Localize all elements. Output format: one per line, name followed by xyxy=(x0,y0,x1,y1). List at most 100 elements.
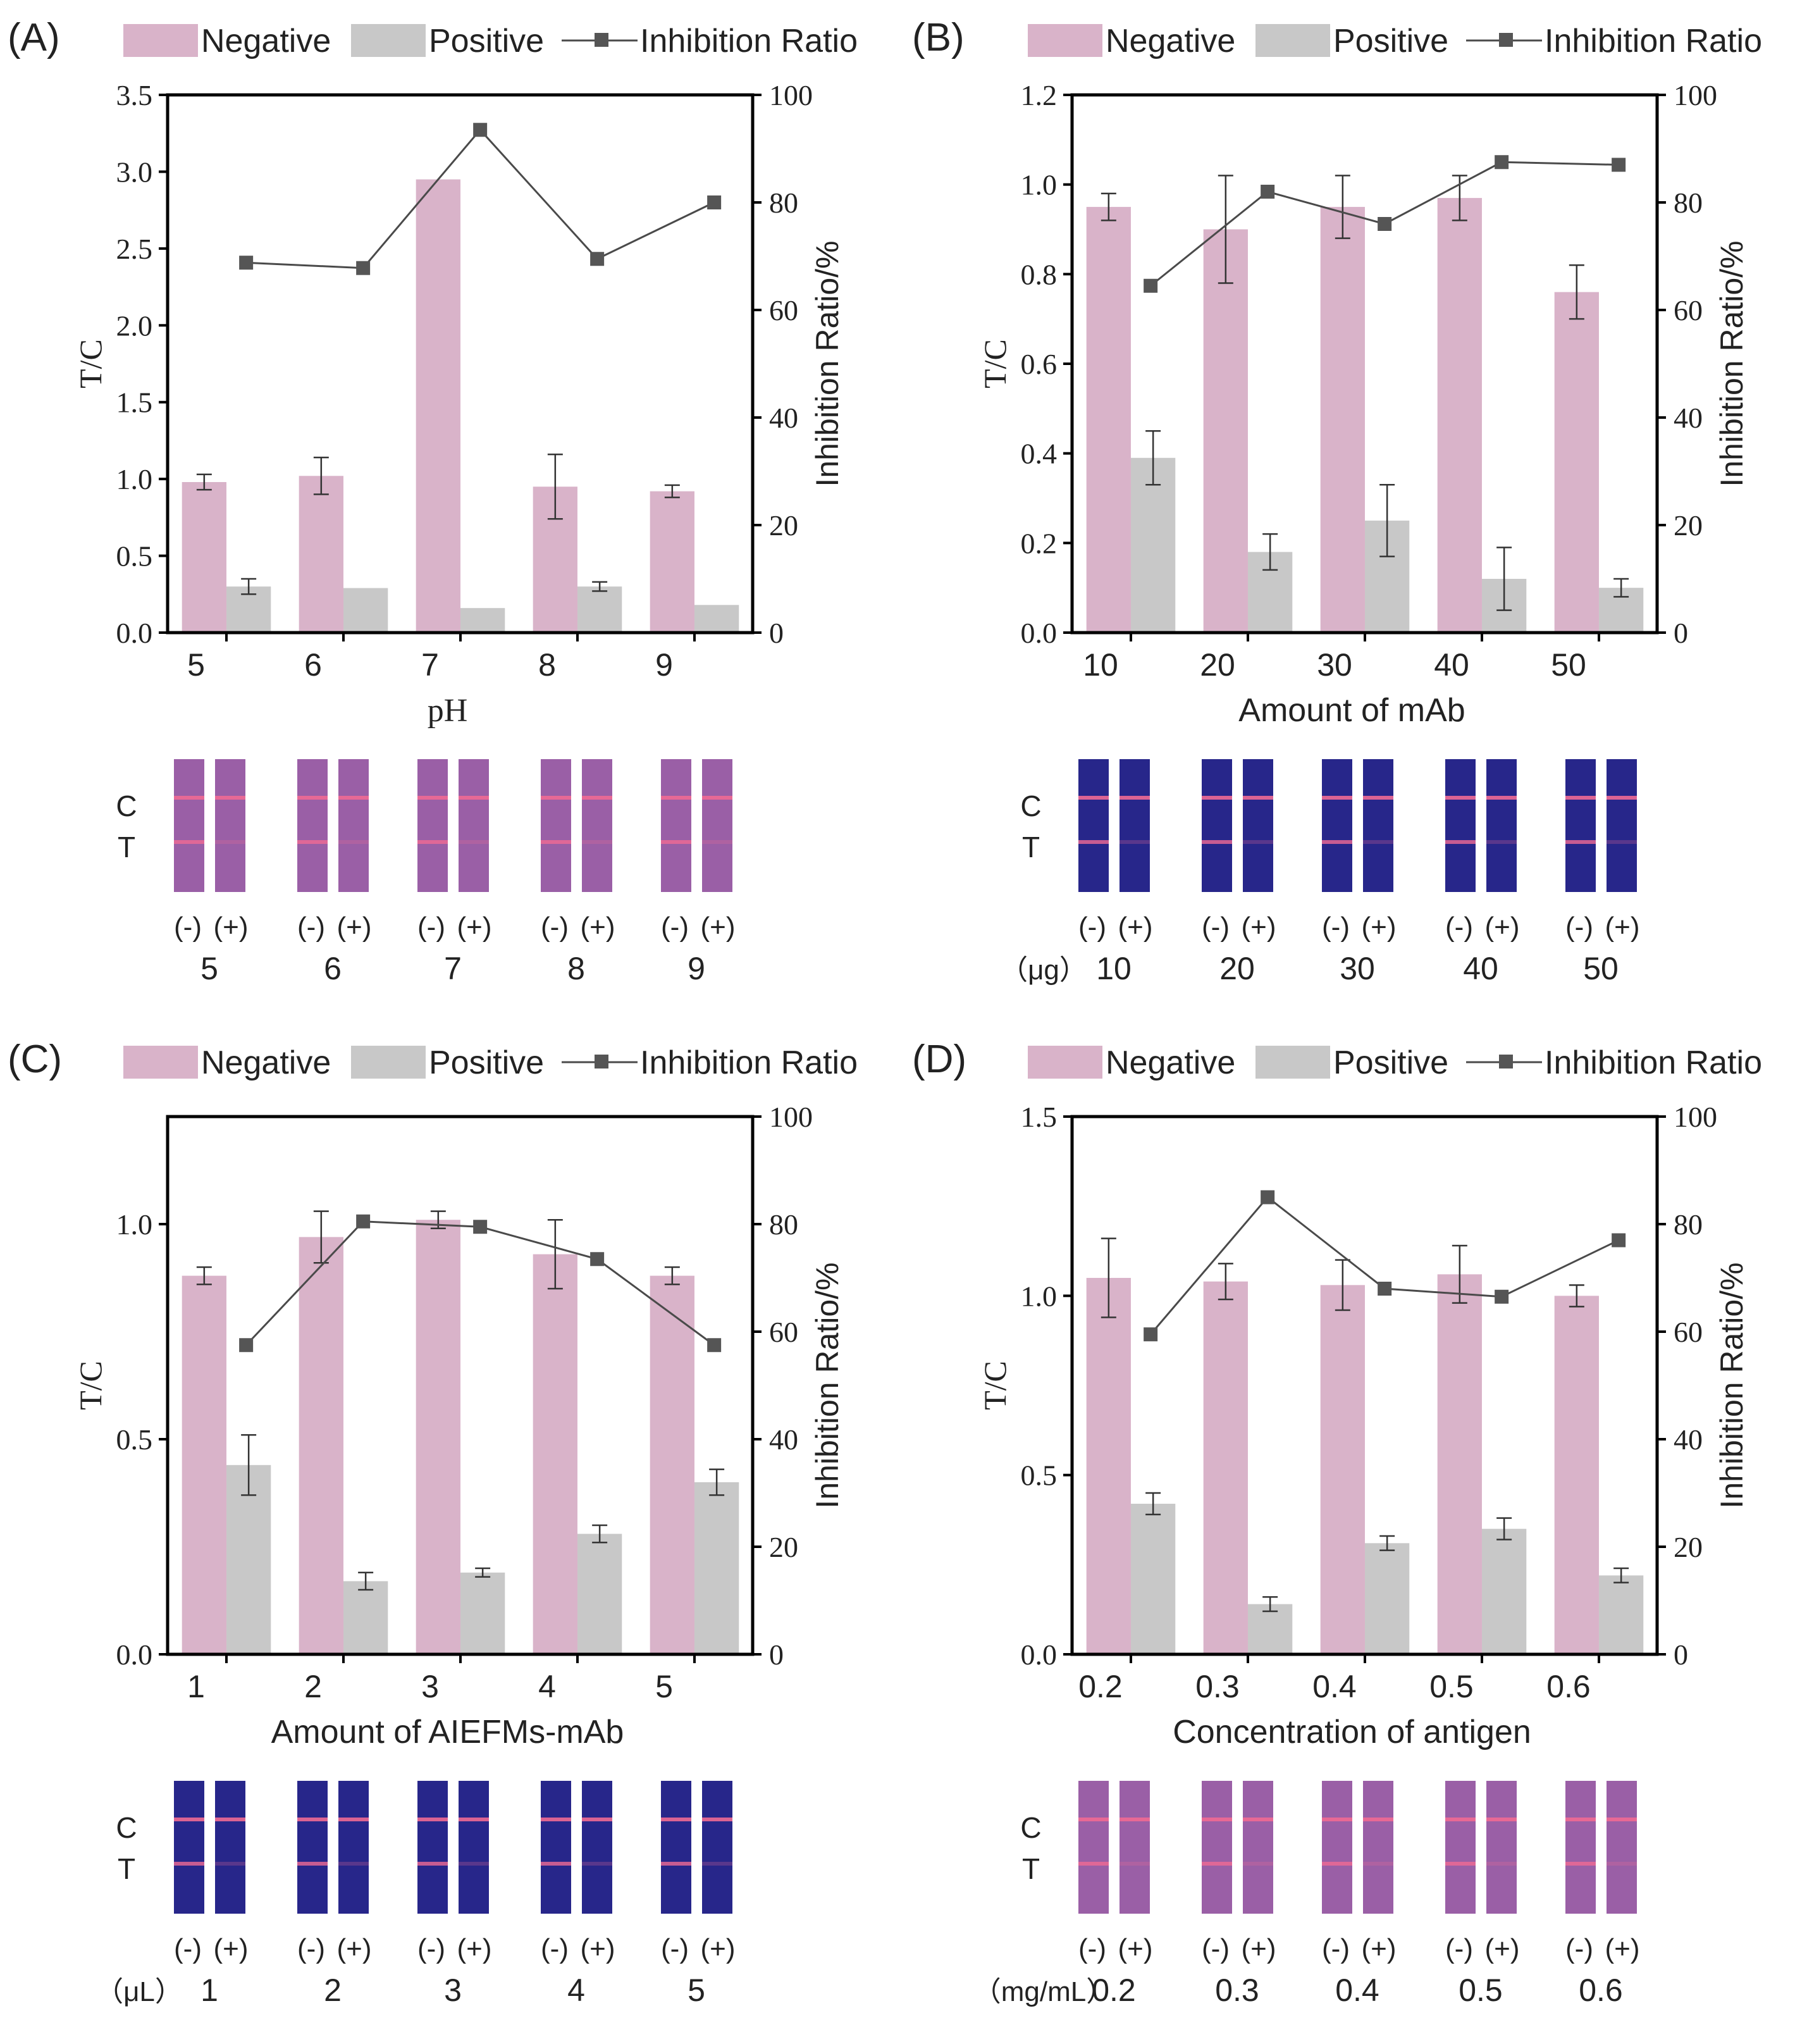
y2-tick-label: 60 xyxy=(769,294,798,326)
y2-tick-label: 0 xyxy=(1674,617,1688,649)
legend-positive-swatch xyxy=(351,1046,426,1079)
bar-negative xyxy=(416,179,460,633)
y2-tick-label: 0 xyxy=(769,1638,784,1671)
strip-control-band xyxy=(582,1818,612,1821)
strip-test-band xyxy=(1607,840,1637,844)
strip-pos-label: (+) xyxy=(457,1933,492,1964)
y2-tick-label: 100 xyxy=(1674,79,1717,111)
strip-control-band xyxy=(417,1818,448,1821)
strip-test-band xyxy=(174,1862,204,1866)
strip-control-band xyxy=(338,1818,369,1821)
y2-tick-label: 100 xyxy=(769,79,813,111)
strip-positive xyxy=(338,759,369,892)
x-tick-label: 8 xyxy=(538,647,556,683)
strip-control-band xyxy=(1445,796,1476,800)
strip-test-band xyxy=(541,1862,571,1866)
strip-control-band xyxy=(1243,796,1273,800)
strip-negative xyxy=(1565,1781,1596,1914)
strip-test-band xyxy=(1486,840,1517,844)
strip-group-label: 3 xyxy=(444,1973,462,2008)
bar-positive xyxy=(1598,1575,1644,1654)
x-tick-label: 9 xyxy=(655,647,673,683)
y-axis-title: T/C xyxy=(977,339,1013,388)
y2-tick-label: 20 xyxy=(1674,1531,1703,1563)
bar-positive xyxy=(343,1581,388,1654)
ratio-marker xyxy=(356,1214,371,1229)
x-tick-label: 4 xyxy=(538,1669,556,1704)
legend-negative-swatch xyxy=(123,1046,198,1079)
strip-t-label: T xyxy=(1022,831,1040,864)
panel-label: (B) xyxy=(912,16,965,59)
strip-control-band xyxy=(582,796,612,800)
strip-negative xyxy=(1445,1781,1476,1914)
strip-negative xyxy=(541,759,571,892)
ratio-marker xyxy=(1378,1282,1392,1296)
y2-axis-title: Inhibition Ratio/% xyxy=(1714,240,1749,486)
bar-negative xyxy=(1320,1285,1365,1654)
strip-negative xyxy=(1322,1781,1352,1914)
strip-test-band xyxy=(338,1862,369,1866)
legend-positive-swatch xyxy=(1255,1046,1330,1079)
x-tick-label: 6 xyxy=(304,647,322,683)
strip-pos-label: (+) xyxy=(1118,912,1153,943)
y2-tick-label: 60 xyxy=(1674,294,1703,326)
strip-negative xyxy=(1202,1781,1232,1914)
y-tick-label: 0.5 xyxy=(1021,1459,1058,1492)
bar-negative xyxy=(299,476,343,633)
x-tick-label: 5 xyxy=(655,1669,673,1704)
strip-positive xyxy=(1120,759,1150,892)
strip-pos-label: (+) xyxy=(214,912,249,943)
strip-control-band xyxy=(1607,796,1637,800)
strip-test-band xyxy=(1078,840,1109,844)
bar-positive xyxy=(577,1533,622,1654)
ratio-marker xyxy=(1495,1289,1509,1304)
strip-test-band xyxy=(1243,840,1273,844)
strip-group-label: 0.2 xyxy=(1092,1973,1136,2008)
panel-label: (D) xyxy=(912,1037,966,1081)
legend-negative-label: Negative xyxy=(1106,23,1235,59)
strip-group-label: 5 xyxy=(688,1973,705,2008)
strip-test-band xyxy=(661,840,691,844)
strip-negative xyxy=(297,759,328,892)
strip-group-label: 2 xyxy=(324,1973,342,2008)
y-tick-label: 2.0 xyxy=(116,309,153,342)
ratio-marker xyxy=(239,1338,254,1353)
strip-control-band xyxy=(1363,796,1393,800)
strip-positive xyxy=(459,759,489,892)
bar-negative xyxy=(1086,1278,1131,1654)
y2-axis-title: Inhibition Ratio/% xyxy=(810,1262,845,1508)
y-tick-label: 3.0 xyxy=(116,156,153,188)
y2-tick-label: 40 xyxy=(769,402,798,434)
bar-negative xyxy=(299,1237,343,1654)
y2-tick-label: 80 xyxy=(769,187,798,219)
legend-ratio-marker xyxy=(595,1055,608,1068)
y-tick-label: 0.2 xyxy=(1021,527,1058,559)
bar-positive xyxy=(1247,1604,1293,1654)
strip-group-label: 30 xyxy=(1340,951,1375,986)
strip-neg-label: (-) xyxy=(661,912,689,943)
strip-test-band xyxy=(1120,840,1150,844)
y-tick-label: 0.0 xyxy=(116,1638,153,1671)
strip-control-band xyxy=(1243,1818,1273,1821)
legend-positive-label: Positive xyxy=(429,1044,544,1081)
strip-positive xyxy=(1120,1781,1150,1914)
strip-pos-label: (+) xyxy=(337,1933,372,1964)
strip-control-band xyxy=(702,1818,732,1821)
strip-c-label: C xyxy=(1020,1811,1041,1844)
strip-test-band xyxy=(297,840,328,844)
strip-control-band xyxy=(338,796,369,800)
legend-ratio-marker xyxy=(1499,33,1513,47)
strip-negative xyxy=(661,759,691,892)
strip-pos-label: (+) xyxy=(1605,1933,1640,1964)
strip-neg-label: (-) xyxy=(1078,912,1106,943)
y2-tick-label: 80 xyxy=(769,1208,798,1241)
strip-control-band xyxy=(1202,796,1232,800)
y2-axis-title: Inhibition Ratio/% xyxy=(1714,1262,1749,1508)
strip-unit-label: （μL） xyxy=(96,1976,183,2007)
y2-tick-label: 100 xyxy=(1674,1101,1717,1133)
strip-c-label: C xyxy=(1020,790,1041,822)
legend-ratio-marker xyxy=(595,33,608,47)
strip-neg-label: (-) xyxy=(541,1933,569,1964)
strip-c-label: C xyxy=(116,790,137,822)
strip-test-band xyxy=(297,1862,328,1866)
